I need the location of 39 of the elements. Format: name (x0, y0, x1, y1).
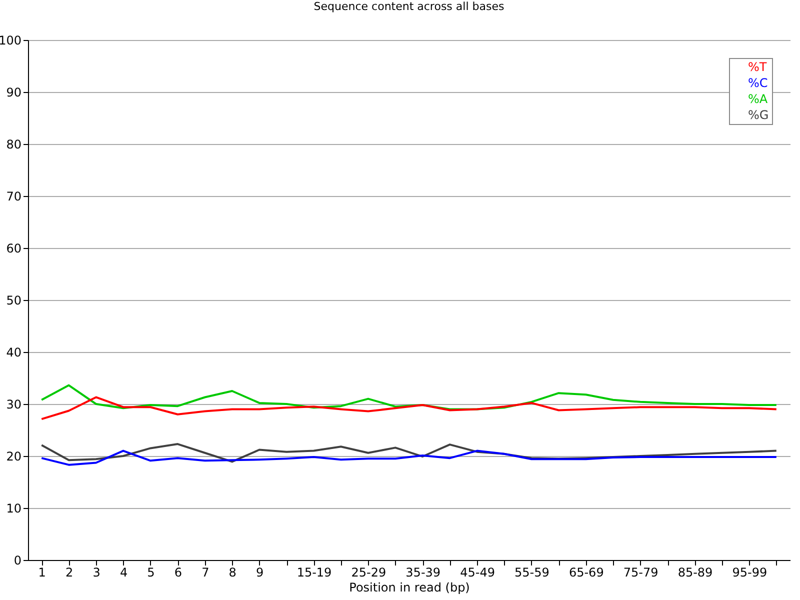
text: %T (748, 60, 768, 74)
x-tick-label: 95-99 (732, 566, 768, 580)
x-tick-label: 75-79 (623, 566, 658, 580)
x-tick-label: 5 (147, 566, 155, 580)
y-tick-label: 10 (6, 502, 22, 516)
y-tick-label: 0 (14, 554, 22, 568)
x-tick-label: 45-49 (460, 566, 495, 580)
y-tick-label: 20 (6, 450, 22, 464)
x-tick-label: 4 (120, 566, 128, 580)
chart-title: Sequence content across all bases (314, 0, 504, 13)
x-tick-label: 15-19 (296, 566, 332, 580)
x-tick-label: 25-29 (351, 566, 386, 580)
x-tick-label: 8 (228, 566, 236, 580)
y-tick-label: 80 (6, 138, 22, 152)
x-tick-label: 6 (174, 566, 182, 580)
x-tick-label: 7 (202, 566, 210, 580)
y-tick-label: 60 (6, 242, 22, 256)
y-tick-label: 70 (6, 190, 22, 204)
x-axis-title: Position in read (bp) (349, 580, 470, 594)
x-tick-label: 85-89 (678, 566, 713, 580)
y-tick-label: 100 (0, 34, 22, 48)
x-tick-label: 35-39 (406, 566, 441, 580)
line-series (40, 450, 778, 466)
text: %A (748, 92, 768, 106)
x-tick-label: 9 (256, 566, 264, 580)
text: %C (748, 76, 768, 90)
x-tick-label: 65-69 (568, 566, 604, 580)
y-tick-label: 50 (6, 294, 22, 308)
y-tick-label: 90 (6, 86, 22, 100)
line-series (40, 396, 778, 420)
text: %G (748, 108, 769, 122)
x-tick-label: 3 (92, 566, 100, 580)
x-tick-label: 1 (38, 566, 46, 580)
line-series (40, 384, 778, 410)
x-tick-label: 55-59 (514, 566, 550, 580)
y-tick-label: 30 (6, 398, 22, 412)
x-tick-label: 2 (66, 566, 74, 580)
y-tick-label: 40 (6, 346, 22, 360)
line-series (40, 443, 778, 463)
